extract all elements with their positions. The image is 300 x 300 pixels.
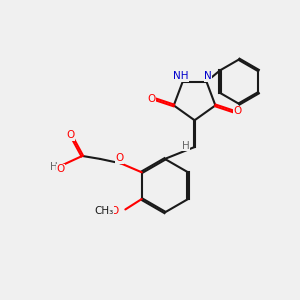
Text: H: H [182,140,190,151]
Text: O: O [66,130,74,140]
Text: NH: NH [172,71,188,81]
Text: CH₃: CH₃ [94,206,114,216]
Text: N: N [204,71,212,81]
Text: O: O [56,164,65,174]
Text: O: O [147,94,156,104]
Text: O: O [234,106,242,116]
Text: H: H [50,162,58,172]
Text: O: O [110,206,118,216]
Text: O: O [115,153,124,163]
